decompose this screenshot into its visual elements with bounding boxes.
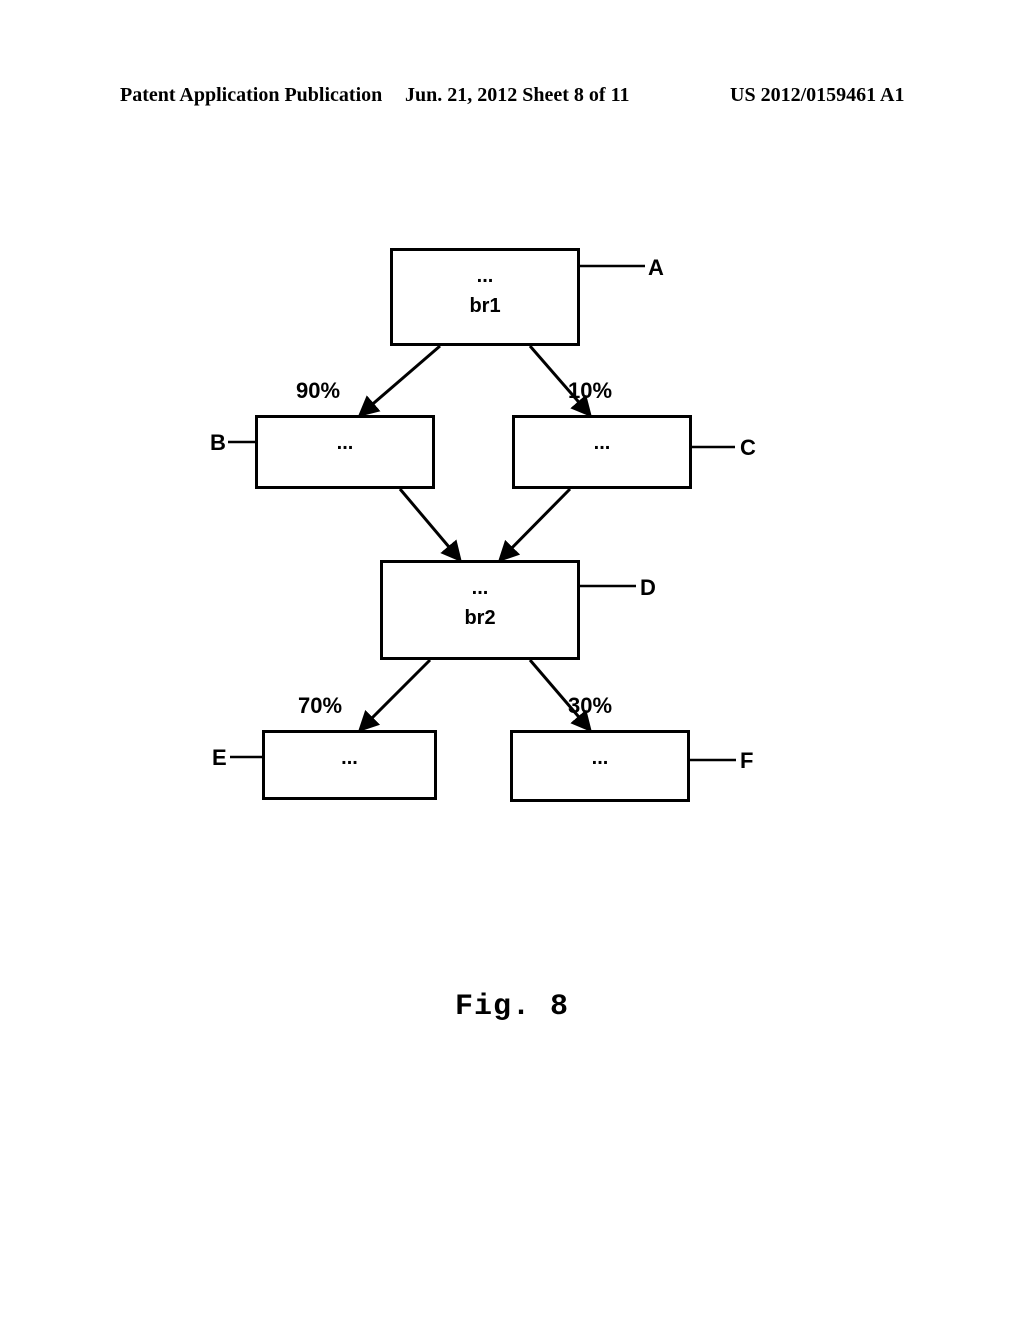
label-D: D	[640, 575, 656, 601]
node-C-line1: ...	[515, 428, 689, 458]
node-D-line2: br2	[383, 603, 577, 633]
edges-svg	[0, 0, 1024, 1320]
header-center: Jun. 21, 2012 Sheet 8 of 11	[405, 84, 629, 107]
label-C: C	[740, 435, 756, 461]
header-right: US 2012/0159461 A1	[730, 84, 904, 107]
node-A: ... br1	[390, 248, 580, 346]
node-E: ...	[262, 730, 437, 800]
node-C: ...	[512, 415, 692, 489]
page: Patent Application Publication Jun. 21, …	[0, 0, 1024, 1320]
node-F: ...	[510, 730, 690, 802]
edge	[360, 346, 440, 415]
node-A-line1: ...	[393, 261, 577, 291]
node-B-line1: ...	[258, 428, 432, 458]
label-F: F	[740, 748, 753, 774]
node-A-line2: br1	[393, 291, 577, 321]
figure-label: Fig. 8	[0, 990, 1024, 1024]
edge-label-de: 70%	[298, 693, 342, 719]
edge-label-ac: 10%	[568, 378, 612, 404]
edge	[400, 489, 460, 560]
node-D-line1: ...	[383, 573, 577, 603]
header-left: Patent Application Publication	[120, 84, 382, 107]
edge-label-df: 30%	[568, 693, 612, 719]
node-B: ...	[255, 415, 435, 489]
edge-label-ab: 90%	[296, 378, 340, 404]
node-E-line1: ...	[265, 743, 434, 773]
label-E: E	[212, 745, 227, 771]
node-D: ... br2	[380, 560, 580, 660]
edge	[500, 489, 570, 560]
edge	[360, 660, 430, 730]
node-F-line1: ...	[513, 743, 687, 773]
label-B: B	[210, 430, 226, 456]
label-A: A	[648, 255, 664, 281]
